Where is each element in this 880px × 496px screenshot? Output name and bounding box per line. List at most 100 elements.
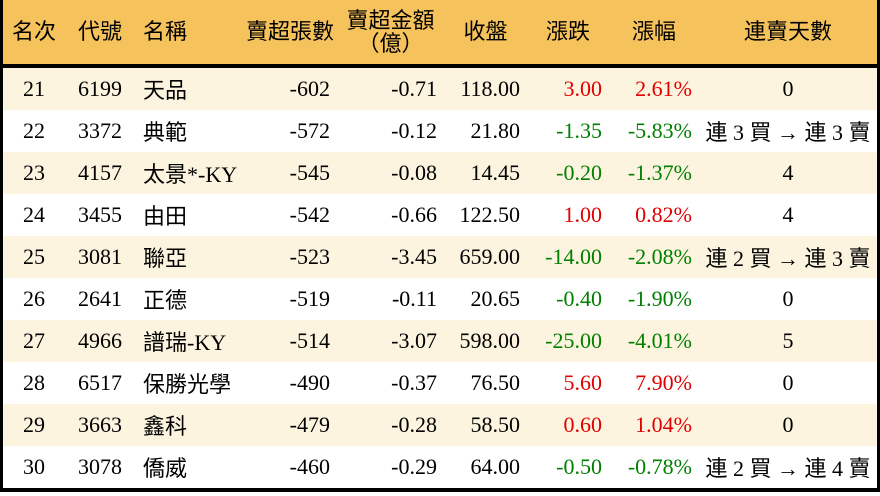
cell-close: 598.00 [459, 328, 521, 353]
cell-name: 正德 [143, 288, 188, 313]
cell-change: -0.20 [556, 160, 602, 185]
cell-sell_volume: -523 [289, 244, 330, 269]
cell-code: 3372 [78, 118, 122, 143]
cell-sell_volume: -479 [289, 412, 330, 437]
cell-name: 由田 [143, 204, 188, 229]
column-header-sell_volume: 賣超張數 [245, 19, 334, 45]
cell-close: 14.45 [470, 160, 521, 185]
cell-sell_volume: -542 [289, 202, 330, 227]
cell-name: 譜瑞-KY [143, 330, 227, 355]
cell-sell_amount: -0.11 [391, 286, 437, 311]
cell-rank: 23 [23, 160, 45, 185]
cell-name: 鑫科 [143, 414, 188, 439]
table-row: 23 4157 太景*-KY -545 -0.08 14.45 -0.20 -1.37% 4 [3, 152, 877, 194]
cell-streak: 0 [782, 370, 794, 395]
cell-rank: 29 [23, 412, 45, 437]
cell-change: -25.00 [545, 328, 602, 353]
cell-code: 6199 [78, 76, 122, 101]
cell-name: 典範 [143, 120, 188, 145]
column-header-change: 漲跌 [545, 19, 590, 45]
table-row: 30 3078 僑威 -460 -0.29 64.00 -0.50 -0.78% 連 2 買 →… [3, 446, 877, 488]
column-header-change_pct: 漲幅 [631, 19, 676, 45]
cell-streak: 連 2 買 → 連 3 賣 [705, 246, 871, 271]
cell-name: 僑威 [143, 456, 188, 481]
cell-change_pct: -1.37% [627, 160, 692, 185]
column-header-name: 名稱 [143, 19, 188, 45]
cell-change_pct: -1.90% [627, 286, 692, 311]
cell-code: 2641 [78, 286, 122, 311]
cell-name: 太景*-KY [143, 162, 238, 187]
cell-rank: 24 [23, 202, 45, 227]
cell-streak: 0 [782, 76, 794, 101]
cell-change_pct: 2.61% [635, 76, 692, 101]
table-row: 26 2641 正德 -519 -0.11 20.65 -0.40 -1.90% 0 [3, 278, 877, 320]
table-header-row: 名次 代號 名稱 賣超張數 賣超金額 （億） 收盤 漲跌 漲幅 連賣天數 [3, 0, 877, 68]
cell-change_pct: -0.78% [627, 454, 692, 479]
cell-rank: 28 [23, 370, 45, 395]
cell-streak: 4 [782, 202, 794, 227]
cell-rank: 22 [23, 118, 45, 143]
cell-name: 聯亞 [143, 246, 188, 271]
table-row: 22 3372 典範 -572 -0.12 21.80 -1.35 -5.83% 連 3 買 →… [3, 110, 877, 152]
cell-rank: 27 [23, 328, 45, 353]
column-header-code: 代號 [77, 19, 122, 45]
cell-sell_volume: -602 [289, 76, 330, 101]
table-row: 28 6517 保勝光學 -490 -0.37 76.50 5.60 7.90% 0 [3, 362, 877, 404]
column-header-close: 收盤 [463, 19, 508, 45]
table-row: 27 4966 譜瑞-KY -514 -3.07 598.00 -25.00 -4.01% 5 [3, 320, 877, 362]
cell-change: 0.60 [563, 412, 603, 437]
table-row: 24 3455 由田 -542 -0.66 122.50 1.00 0.82% 4 [3, 194, 877, 236]
cell-change_pct: -2.08% [627, 244, 692, 269]
cell-streak: 連 3 買 → 連 3 賣 [705, 120, 871, 145]
cell-sell_volume: -490 [289, 370, 330, 395]
cell-close: 58.50 [470, 412, 521, 437]
cell-change: 3.00 [563, 76, 603, 101]
cell-code: 3078 [78, 454, 122, 479]
cell-name: 保勝光學 [143, 372, 232, 397]
cell-streak: 0 [782, 286, 794, 311]
cell-sell_volume: -514 [289, 328, 330, 353]
cell-change: -0.50 [556, 454, 602, 479]
cell-change: -14.00 [545, 244, 602, 269]
cell-close: 21.80 [470, 118, 521, 143]
cell-close: 659.00 [459, 244, 521, 269]
cell-streak: 0 [782, 412, 794, 437]
cell-change_pct: -4.01% [627, 328, 692, 353]
cell-change: -1.35 [556, 118, 602, 143]
column-header-streak: 連賣天數 [743, 19, 832, 45]
cell-rank: 26 [23, 286, 45, 311]
cell-sell_amount: -0.66 [391, 202, 437, 227]
cell-code: 4966 [78, 328, 122, 353]
cell-sell_amount: -0.12 [391, 118, 437, 143]
cell-sell_amount: -0.29 [391, 454, 437, 479]
cell-close: 122.50 [459, 202, 521, 227]
table-body: 21 6199 天品 -602 -0.71 118.00 3.00 2.61% 0 22 3372 典… [3, 68, 877, 488]
cell-sell_volume: -545 [289, 160, 330, 185]
cell-code: 3081 [78, 244, 122, 269]
cell-rank: 21 [23, 76, 45, 101]
cell-streak: 5 [782, 328, 794, 353]
cell-change_pct: 0.82% [635, 202, 692, 227]
cell-code: 6517 [78, 370, 122, 395]
cell-sell_amount: -3.45 [391, 244, 437, 269]
table-row: 29 3663 鑫科 -479 -0.28 58.50 0.60 1.04% 0 [3, 404, 877, 446]
cell-code: 3455 [78, 202, 122, 227]
cell-sell_volume: -572 [289, 118, 330, 143]
cell-close: 118.00 [460, 76, 520, 101]
cell-change_pct: -5.83% [627, 118, 692, 143]
cell-rank: 25 [23, 244, 45, 269]
cell-sell_amount: -0.28 [391, 412, 437, 437]
cell-close: 64.00 [470, 454, 521, 479]
cell-sell_amount: -3.07 [391, 328, 437, 353]
column-header-line2: （億） [357, 31, 424, 56]
cell-streak: 連 2 買 → 連 4 賣 [705, 456, 871, 481]
column-header-line1: 賣超金額 [346, 7, 435, 33]
cell-close: 76.50 [470, 370, 521, 395]
cell-code: 3663 [78, 412, 122, 437]
cell-change: 5.60 [563, 370, 603, 395]
cell-code: 4157 [78, 160, 122, 185]
cell-sell_amount: -0.71 [391, 76, 437, 101]
cell-change: -0.40 [556, 286, 602, 311]
